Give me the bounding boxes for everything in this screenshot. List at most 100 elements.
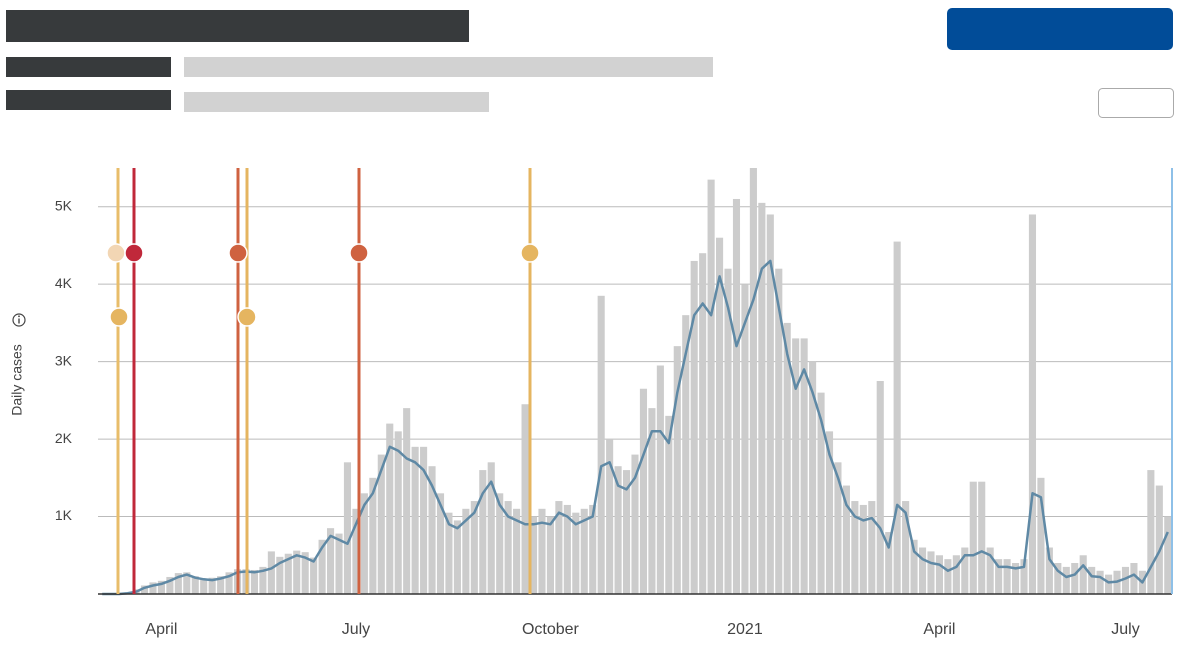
plot: 1K 2K 3K 4K 5K April July October 2021 April July [55, 168, 1172, 638]
bar [741, 284, 749, 594]
bar [352, 508, 360, 594]
bar [665, 415, 673, 594]
bar [580, 508, 588, 594]
x-tick-label: April [923, 621, 955, 638]
bar [656, 365, 664, 594]
bar [403, 408, 411, 594]
bar [217, 576, 225, 594]
small-button[interactable] [1098, 88, 1174, 118]
bar [174, 573, 182, 594]
bar [927, 551, 935, 594]
bar [200, 578, 208, 594]
bar [622, 470, 631, 594]
bar [259, 566, 267, 594]
bar [555, 501, 563, 594]
bar [978, 481, 986, 594]
bar [267, 551, 275, 594]
bar [529, 516, 538, 594]
y-tick-label: 2K [55, 430, 73, 446]
bar [961, 547, 969, 594]
bar [597, 295, 605, 594]
bar [284, 553, 292, 594]
bar [995, 559, 1003, 594]
bar [707, 179, 715, 595]
bar [775, 268, 783, 594]
bar [1164, 516, 1172, 594]
button[interactable] [947, 8, 1173, 50]
bar [1105, 574, 1113, 594]
bar [758, 202, 766, 594]
bar [276, 556, 284, 594]
bar [1130, 563, 1138, 594]
bar [394, 431, 402, 594]
bar [1011, 563, 1020, 594]
bar [825, 431, 834, 594]
bar [673, 346, 681, 594]
bar [766, 214, 774, 595]
bar [648, 408, 656, 594]
x-tick-label: October [522, 621, 580, 638]
bar [817, 392, 825, 594]
bar [1096, 570, 1104, 594]
bar [335, 533, 343, 594]
bar [631, 454, 639, 594]
bar [166, 576, 174, 594]
bar [420, 446, 428, 594]
x-tick-label: July [342, 621, 370, 638]
bar [250, 569, 259, 594]
bar [462, 508, 470, 594]
bar [183, 572, 191, 594]
bar [724, 268, 732, 594]
redacted-title [6, 10, 469, 42]
bar [453, 520, 461, 594]
bar [842, 485, 850, 594]
bar [851, 501, 859, 594]
bar [910, 539, 918, 594]
y-tick-label: 4K [55, 275, 73, 291]
bar [868, 501, 876, 594]
info-icon [12, 313, 26, 327]
bar [1028, 214, 1037, 595]
bar [1003, 559, 1011, 594]
bar [986, 547, 994, 594]
bar [969, 481, 977, 594]
bar [318, 539, 326, 594]
bar [445, 512, 453, 594]
bar [149, 582, 157, 594]
bar [411, 446, 419, 594]
bar [732, 198, 741, 594]
bar [1037, 477, 1045, 594]
bar [952, 555, 960, 594]
bar [513, 508, 521, 594]
bar [1045, 547, 1053, 594]
bar [1071, 563, 1079, 594]
bar [699, 253, 707, 594]
bar [470, 501, 478, 594]
bar [682, 315, 690, 594]
bar [1062, 566, 1070, 594]
y-tick-label: 5K [55, 197, 73, 213]
bar [716, 237, 724, 594]
event-markers [106, 168, 1173, 594]
redacted-text [184, 92, 489, 112]
bar [639, 388, 648, 594]
bar [521, 404, 529, 594]
x-tick-label: April [145, 621, 177, 638]
bar [301, 552, 309, 594]
bar [885, 532, 893, 594]
bar [386, 423, 394, 594]
bar [1020, 559, 1028, 594]
y-tick-label: 1K [55, 507, 73, 523]
bar [327, 528, 335, 594]
bar [614, 466, 622, 594]
line [102, 259, 1169, 596]
bar [157, 580, 165, 594]
redacted-label [6, 57, 171, 77]
bar [479, 470, 487, 594]
bar [563, 504, 571, 594]
x-tick-label: July [1111, 621, 1139, 638]
bar [1147, 470, 1155, 594]
bar [572, 512, 580, 594]
bar [504, 501, 512, 594]
